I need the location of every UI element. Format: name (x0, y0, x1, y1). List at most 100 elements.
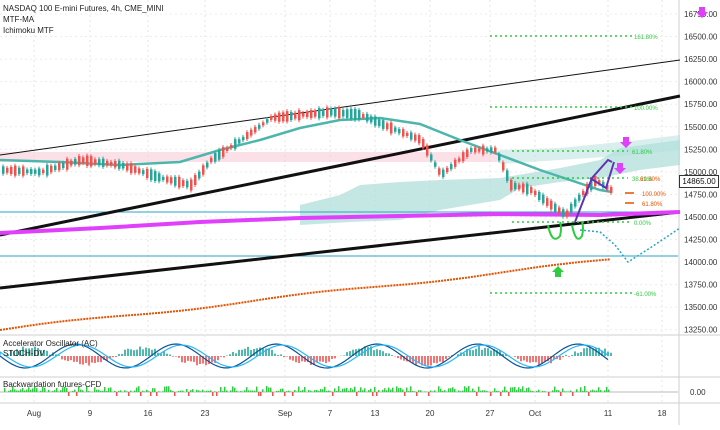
backwardation-bar (304, 387, 306, 392)
candle-body (126, 163, 129, 170)
backwardation-bar (106, 391, 108, 392)
ac-bar (61, 356, 63, 359)
backwardation-bar (20, 389, 22, 392)
ac-bar (322, 356, 324, 362)
backwardation-bar (82, 390, 84, 392)
candle-body (98, 159, 101, 165)
candle-body (2, 166, 5, 173)
backwardation-bar (328, 391, 330, 392)
backwardation-bar (506, 391, 508, 392)
candle-body (90, 156, 93, 166)
candle-body (454, 160, 457, 167)
backwardation-bar (266, 386, 268, 392)
backwardation-bar (466, 388, 468, 392)
backwardation-bar (522, 386, 524, 392)
candle-body (114, 161, 117, 167)
backwardation-bar (256, 387, 258, 392)
backwardation-bar (392, 388, 394, 392)
candle-body (194, 175, 197, 185)
candle-body (342, 110, 345, 116)
candle-body (70, 161, 73, 166)
backwardation-bar (434, 390, 436, 392)
backwardation-bar (504, 387, 506, 392)
ac-bar (274, 354, 276, 356)
ac-bar (445, 356, 447, 359)
candle-body (346, 109, 349, 118)
ac-bar (118, 354, 120, 356)
ac-bar (70, 356, 72, 360)
backwardation-bar (494, 388, 496, 392)
ac-bar (568, 356, 570, 357)
ac-bar (577, 353, 579, 356)
backwardation-bar (208, 391, 210, 392)
backwardation-bar (564, 391, 566, 392)
backwardation-bar (16, 390, 18, 392)
ac-bar (610, 353, 612, 356)
backwardation-bar (480, 391, 482, 392)
backwardation-bar (400, 388, 402, 392)
backwardation-bar (190, 390, 192, 392)
backwardation-bar (354, 387, 356, 392)
candle-body (538, 192, 541, 200)
price-tick-label: 15500.00 (684, 123, 718, 132)
backwardation-bar (334, 388, 336, 392)
backwardation-bar (246, 387, 248, 392)
ac-bar (289, 356, 291, 360)
ac-bar (532, 356, 534, 362)
backwardation-bar (270, 388, 272, 392)
candle-body (242, 137, 245, 140)
ac-bar (85, 356, 87, 363)
candle-body (270, 116, 273, 120)
backwardation-bar (48, 390, 50, 392)
backwardation-bar (442, 391, 444, 392)
ac-bar (442, 356, 444, 362)
time-tick-label: Sep (278, 409, 293, 418)
candle-body (550, 201, 553, 210)
price-tick-label: 14250.00 (684, 236, 718, 245)
backwardation-bar (516, 390, 518, 392)
backwardation-bar (144, 391, 146, 392)
backwardation-bar (210, 390, 212, 392)
ac-bar (142, 349, 144, 356)
backwardation-bar (318, 391, 320, 392)
backwardation-bar (432, 391, 434, 392)
fib-label: 100.00% (634, 106, 658, 112)
ac-bar (235, 353, 237, 356)
candle-body (290, 112, 293, 120)
time-tick-label: Aug (27, 409, 41, 418)
backwardation-bar (476, 392, 478, 396)
backwardation-bar (8, 391, 10, 392)
backwardation-bar (282, 389, 284, 392)
candle-body (498, 154, 501, 161)
backwardation-bar (548, 392, 550, 396)
candle-body (138, 168, 141, 173)
backwardation-bar (154, 388, 156, 392)
candle-body (26, 169, 29, 173)
candle-body (526, 184, 529, 195)
ac-bar (283, 356, 285, 357)
candle-body (186, 181, 189, 188)
backwardation-bar (298, 387, 300, 392)
ac-bar (238, 350, 240, 356)
backwardation-bar (38, 391, 40, 392)
indicator-ichimoku: Ichimoku MTF (3, 26, 54, 36)
backwardation-bar (302, 390, 304, 392)
backwardation-bar (214, 391, 216, 392)
backwardation-bar (60, 390, 62, 392)
candle-body (222, 147, 225, 157)
ac-bar (439, 356, 441, 362)
backwardation-bar (562, 388, 564, 392)
candle-body (94, 159, 97, 164)
candle-body (414, 135, 417, 141)
backwardation-bar (280, 389, 282, 392)
backwardation-bar (200, 391, 202, 392)
ac-bar (94, 356, 96, 363)
candle-body (490, 147, 493, 152)
backwardation-bar (364, 388, 366, 392)
candle-body (570, 204, 573, 213)
candle-body (102, 159, 105, 167)
candle-body (262, 122, 265, 125)
ac-bar (280, 354, 282, 356)
